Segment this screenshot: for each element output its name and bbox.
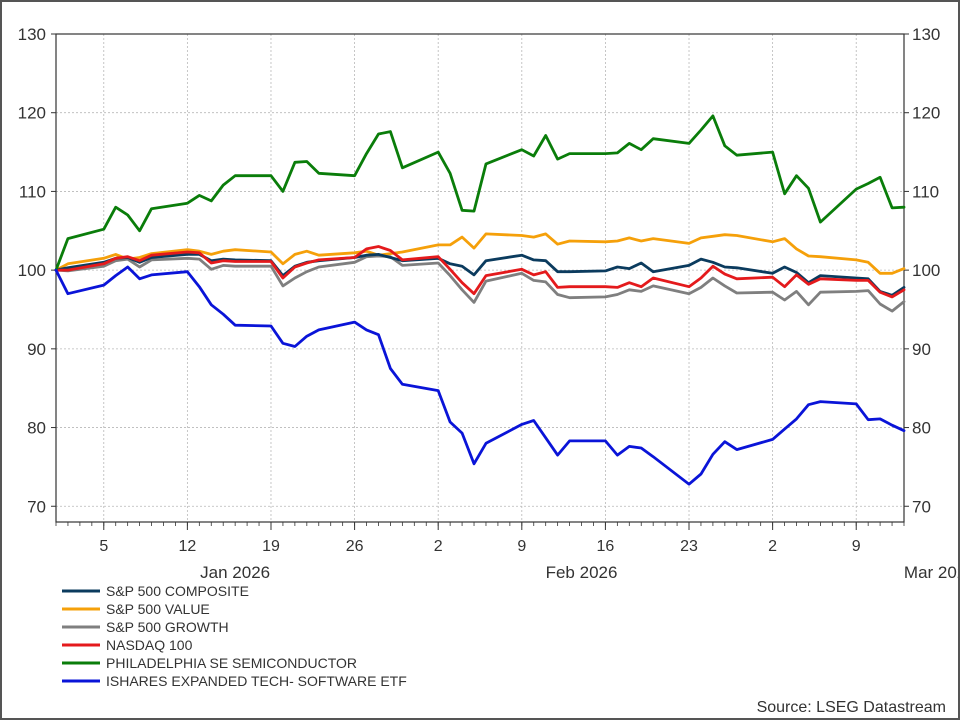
source-note: Source: LSEG Datastream	[757, 699, 946, 716]
x-tick-label: 2	[434, 538, 443, 555]
x-tick-label: 23	[680, 538, 698, 555]
x-tick-label: 16	[597, 538, 615, 555]
y-tick-label-left: 100	[18, 261, 46, 280]
y-tick-label-left: 120	[18, 104, 46, 123]
series-lines	[54, 114, 906, 486]
x-tick-label: 9	[852, 538, 861, 555]
x-tick-label: 9	[517, 538, 526, 555]
month-label: Jan 2026	[200, 563, 270, 582]
y-axis-left: 70 80 90 100 110 120 130	[18, 25, 56, 516]
y-tick-label-right: 100	[912, 261, 940, 280]
y-tick-label-left: 70	[27, 497, 46, 516]
series-line	[54, 265, 906, 486]
month-label: Feb 2026	[546, 563, 618, 582]
x-tick-label: 5	[99, 538, 108, 555]
legend-label: S&P 500 VALUE	[106, 601, 210, 617]
y-tick-label-right: 80	[912, 419, 931, 438]
gridlines	[56, 33, 904, 522]
y-tick-label-right: 110	[912, 182, 939, 201]
y-tick-label-left: 130	[18, 25, 46, 44]
y-tick-label-left: 90	[27, 340, 46, 359]
legend-label: NASDAQ 100	[106, 637, 193, 653]
plot-area	[55, 33, 905, 523]
legend-label: S&P 500 COMPOSITE	[106, 583, 249, 599]
y-tick-label-right: 90	[912, 340, 931, 359]
series-line	[54, 245, 906, 299]
legend-label: ISHARES EXPANDED TECH- SOFTWARE ETF	[106, 673, 407, 689]
y-tick-label-left: 80	[27, 419, 46, 438]
x-tick-label: 19	[262, 538, 280, 555]
series-line	[54, 232, 906, 275]
x-tick-label: 26	[346, 538, 364, 555]
y-tick-label-right: 130	[912, 25, 940, 44]
month-label: Mar 2026	[904, 563, 958, 582]
series-line	[54, 114, 906, 272]
y-tick-label-right: 120	[912, 104, 940, 123]
x-tick-label: 2	[768, 538, 777, 555]
y-tick-label-right: 70	[912, 497, 931, 516]
legend: S&P 500 COMPOSITE S&P 500 VALUE S&P 500 GR…	[62, 583, 407, 689]
x-tick-label: 12	[178, 538, 196, 555]
x-axis: 5 12 19 26 2 9 16 23 2 9 Jan 2026 Feb 2026 Mar 2026	[55, 522, 960, 582]
legend-label: PHILADELPHIA SE SEMICONDUCTOR	[106, 655, 357, 671]
y-tick-label-left: 110	[19, 182, 46, 201]
series-line	[54, 254, 906, 313]
y-axis-right: 70 80 90 100 110 120 130	[904, 25, 940, 516]
legend-label: S&P 500 GROWTH	[106, 619, 229, 635]
